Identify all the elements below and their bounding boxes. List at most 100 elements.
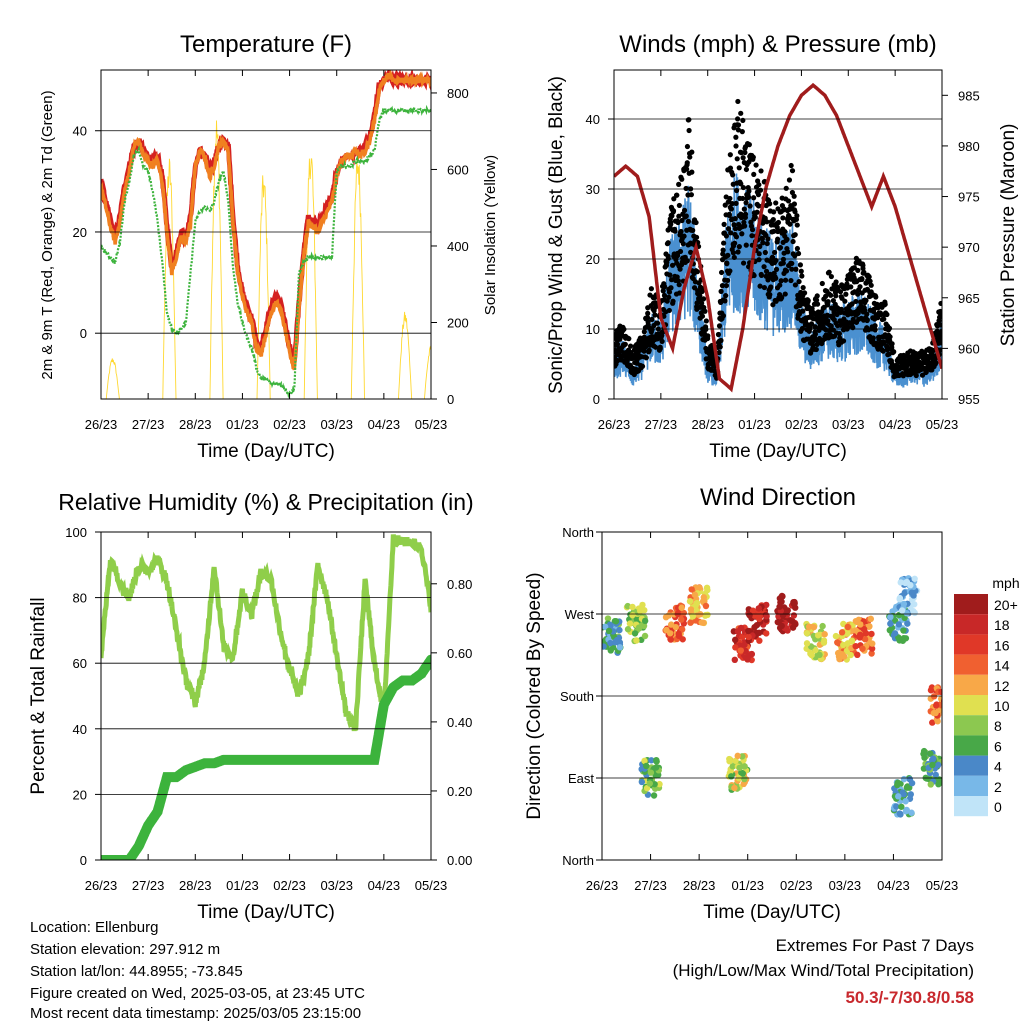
direction-point xyxy=(651,780,658,788)
gust-point xyxy=(742,149,748,156)
gust-point xyxy=(614,341,621,347)
gust-point xyxy=(761,264,767,270)
direction-point xyxy=(749,607,757,614)
gust-point xyxy=(740,155,746,161)
direction-point xyxy=(812,646,819,654)
direction-point xyxy=(624,602,631,610)
gust-point xyxy=(798,268,804,274)
gust-point xyxy=(666,294,672,300)
gust-point xyxy=(725,226,732,232)
direction-point xyxy=(944,696,950,702)
gust-point xyxy=(639,363,646,369)
y-tick-label: 100 xyxy=(65,525,87,540)
y-right-tick-label: 960 xyxy=(958,341,980,356)
direction-point xyxy=(678,626,686,633)
gust-point xyxy=(764,240,770,247)
gust-point xyxy=(735,221,742,228)
direction-point xyxy=(686,598,694,605)
gust-point xyxy=(687,154,693,160)
direction-point xyxy=(861,636,869,643)
direction-point xyxy=(848,637,856,644)
gust-point xyxy=(762,249,768,256)
plot-frame-2 xyxy=(100,531,432,861)
gust-point xyxy=(716,349,722,356)
gust-point xyxy=(783,268,790,274)
gust-point xyxy=(731,222,737,228)
gust-point xyxy=(791,193,797,199)
gust-point xyxy=(670,298,676,304)
x-tick-label: 27/23 xyxy=(645,417,678,432)
direction-point xyxy=(808,651,815,659)
info-created: Figure created on Wed, 2025-03-05, at 23… xyxy=(30,985,365,1002)
x-tick-label: 26/23 xyxy=(586,878,619,893)
direction-point xyxy=(626,620,634,627)
gust-point xyxy=(783,185,789,191)
gust-point xyxy=(788,162,794,169)
plot-frame-3 xyxy=(601,531,943,861)
direction-point xyxy=(805,623,813,630)
gust-point xyxy=(805,298,811,304)
gust-point xyxy=(732,216,738,222)
gust-point xyxy=(697,304,703,310)
direction-point xyxy=(639,601,646,609)
legend-swatch xyxy=(954,775,988,796)
gust-point xyxy=(727,268,733,274)
gust-point xyxy=(676,202,682,209)
direction-point xyxy=(841,653,848,660)
gust-point xyxy=(626,336,632,342)
gust-point xyxy=(721,221,727,227)
gust-point xyxy=(684,258,690,264)
direction-point xyxy=(927,781,934,788)
gust-point xyxy=(648,286,654,292)
y-tick-label: North xyxy=(562,525,594,540)
gust-point xyxy=(843,291,849,297)
gust-point xyxy=(727,195,733,202)
y-right-tick-label: 965 xyxy=(958,291,980,306)
gust-point xyxy=(857,284,863,290)
gust-point xyxy=(659,338,665,344)
gust-point xyxy=(850,325,856,331)
y-tick-label: West xyxy=(565,607,595,622)
gust-point xyxy=(739,129,745,135)
gust-point xyxy=(730,172,736,178)
y-tick-label: 20 xyxy=(73,787,87,802)
info-location: Location: Ellenburg xyxy=(30,919,159,936)
gust-point xyxy=(773,200,779,206)
gust-point xyxy=(778,278,784,284)
legend-swatch xyxy=(954,735,988,756)
gust-point xyxy=(760,240,766,246)
gust-point xyxy=(679,217,685,224)
direction-point xyxy=(821,631,828,638)
y-right-tick-label: 980 xyxy=(958,139,980,154)
gust-point xyxy=(863,297,869,304)
x-tick-label: 01/23 xyxy=(738,417,771,432)
direction-point xyxy=(756,637,763,644)
gust-point xyxy=(733,234,740,240)
direction-point xyxy=(943,704,949,710)
gust-point xyxy=(793,266,799,272)
gust-point xyxy=(860,262,866,269)
gust-point xyxy=(855,291,861,297)
solar-insolation-line xyxy=(101,120,431,399)
gust-point xyxy=(785,249,791,255)
direction-point xyxy=(739,770,747,777)
gust-point xyxy=(751,272,757,279)
x-tick-label: 03/23 xyxy=(320,878,353,893)
gust-point xyxy=(622,341,628,347)
x-tick-label: 27/23 xyxy=(132,878,165,893)
direction-point xyxy=(741,763,748,770)
gust-point xyxy=(681,207,688,213)
gust-point xyxy=(773,266,780,272)
y-right-tick-label: 0 xyxy=(447,392,454,407)
direction-point xyxy=(643,762,650,770)
x-tick-label: 01/23 xyxy=(226,878,259,893)
direction-point xyxy=(647,769,655,776)
gust-point xyxy=(736,165,742,171)
gust-point xyxy=(689,149,695,155)
direction-point xyxy=(650,792,658,799)
direction-point xyxy=(652,764,660,771)
direction-point xyxy=(908,809,915,816)
direction-point xyxy=(678,604,685,611)
gust-point xyxy=(771,209,777,215)
